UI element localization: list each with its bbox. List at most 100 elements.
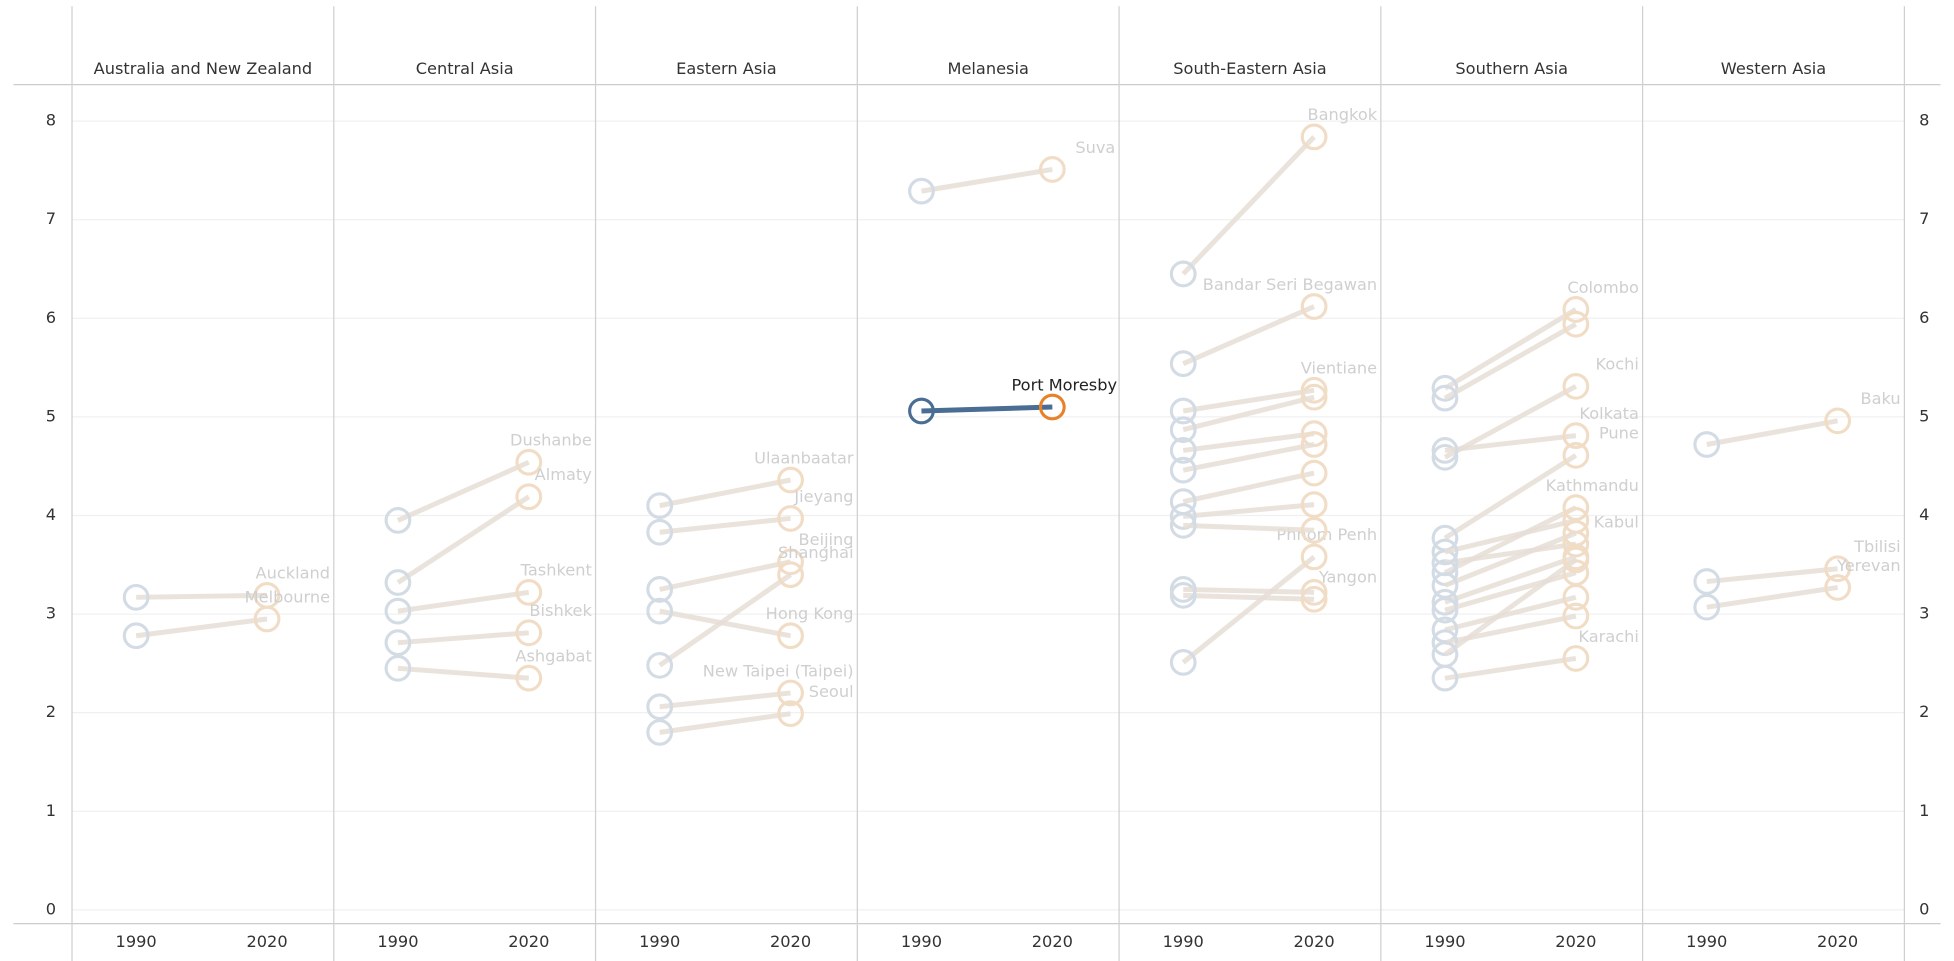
point-start — [908, 397, 935, 425]
city-label: Bishkek — [529, 601, 592, 620]
city-slope: Kolkata — [1431, 404, 1639, 464]
y-tick-label: 3 — [46, 604, 56, 623]
y-tick-label: 7 — [1919, 209, 1929, 228]
point-end — [1038, 393, 1066, 421]
y-tick-label: 0 — [46, 899, 56, 918]
point-start — [1169, 437, 1197, 464]
city-label: New Taipei (Taipei) — [703, 661, 854, 680]
point-end — [777, 548, 804, 576]
slope-line — [1182, 304, 1316, 366]
point-start — [384, 569, 412, 596]
point-end — [1300, 459, 1328, 487]
city-label: Colombo — [1567, 278, 1639, 297]
y-tick-label: 4 — [46, 505, 56, 524]
y-tick-label: 6 — [1919, 308, 1929, 327]
point-start — [384, 654, 412, 682]
panel-title: Eastern Asia — [676, 59, 777, 78]
x-tick-label: 2020 — [508, 932, 549, 951]
city-label: Karachi — [1578, 627, 1638, 646]
point-end — [1300, 585, 1328, 613]
x-tick-label: 1990 — [901, 932, 942, 951]
city-label: Beijing — [799, 530, 854, 549]
slope-line — [1182, 470, 1315, 505]
y-tick-label: 3 — [1919, 604, 1929, 623]
point-end — [1824, 555, 1852, 583]
slope-line — [1443, 307, 1578, 391]
point-end — [777, 561, 804, 589]
point-start — [1169, 576, 1197, 603]
slope-line — [1183, 592, 1315, 602]
point-start — [1169, 397, 1197, 425]
x-tick-label: 1990 — [1424, 932, 1465, 951]
city-slope: Dushanbe — [384, 431, 592, 534]
x-tick-label: 2020 — [1555, 932, 1596, 951]
city-label: Pune — [1599, 424, 1639, 443]
city-slope — [1431, 507, 1590, 566]
point-end — [1038, 156, 1066, 183]
y-tick-label: 8 — [46, 111, 56, 130]
x-tick-label: 2020 — [1817, 932, 1858, 951]
point-end — [1300, 431, 1328, 458]
point-start — [122, 622, 150, 650]
slope-line — [397, 630, 529, 646]
y-tick-label: 2 — [46, 702, 56, 721]
point-start — [1169, 649, 1197, 676]
x-tick-label: 2020 — [770, 932, 811, 951]
point-start — [1431, 538, 1459, 566]
city-label: Melbourne — [245, 587, 330, 606]
panel-title: Western Asia — [1721, 59, 1826, 78]
point-start — [646, 651, 674, 679]
point-end — [1562, 546, 1590, 574]
panel-title: Southern Asia — [1455, 59, 1568, 78]
x-tick-label: 2020 — [246, 932, 287, 951]
city-slope: Yangon — [1169, 568, 1377, 613]
slope-line — [921, 166, 1053, 194]
slope-line — [1182, 502, 1315, 519]
point-start — [646, 597, 674, 625]
city-slope — [1169, 576, 1328, 606]
city-slope: New Taipei (Taipei) — [646, 661, 854, 721]
y-tick-label: 5 — [1919, 406, 1929, 425]
point-end — [515, 579, 543, 606]
city-slope — [1169, 431, 1328, 484]
point-end — [1300, 293, 1328, 320]
point-start — [1693, 431, 1721, 458]
point-start — [122, 583, 150, 611]
y-tick-label: 1 — [46, 801, 56, 820]
point-start — [1169, 456, 1197, 484]
x-tick-label: 1990 — [1686, 932, 1727, 951]
point-end — [1562, 583, 1590, 611]
slope-line — [659, 690, 791, 710]
point-start — [1169, 511, 1197, 539]
point-start — [1169, 416, 1197, 444]
slope-line — [1444, 554, 1577, 605]
point-end — [1824, 407, 1852, 435]
city-slope: Auckland — [122, 564, 330, 611]
panel-title: Melanesia — [948, 59, 1029, 78]
y-tick-label: 4 — [1919, 505, 1929, 524]
point-start — [1431, 443, 1459, 471]
point-end — [1824, 574, 1852, 601]
city-label: Kochi — [1596, 355, 1639, 374]
city-slope: Bandar Seri Begawan — [1169, 275, 1377, 378]
panel-title: Australia and New Zealand — [94, 59, 313, 78]
city-label: Bandar Seri Begawan — [1203, 275, 1377, 294]
city-label: Baku — [1861, 389, 1901, 408]
panel-title: Central Asia — [416, 59, 514, 78]
slope-line — [396, 459, 530, 523]
city-label: Tbilisi — [1853, 537, 1901, 556]
point-end — [777, 700, 804, 728]
point-start — [1431, 596, 1459, 624]
city-label: Kabul — [1594, 512, 1639, 531]
point-end — [777, 466, 804, 494]
point-end — [1300, 579, 1328, 606]
slope-line — [1444, 433, 1577, 453]
point-end — [1562, 645, 1590, 672]
city-slope: Shanghai — [646, 543, 854, 679]
point-start — [646, 693, 674, 721]
city-slope: Kabul — [1431, 512, 1639, 577]
point-end — [1562, 441, 1590, 469]
city-label: Suva — [1075, 138, 1115, 157]
city-slope: Bishkek — [384, 601, 592, 657]
